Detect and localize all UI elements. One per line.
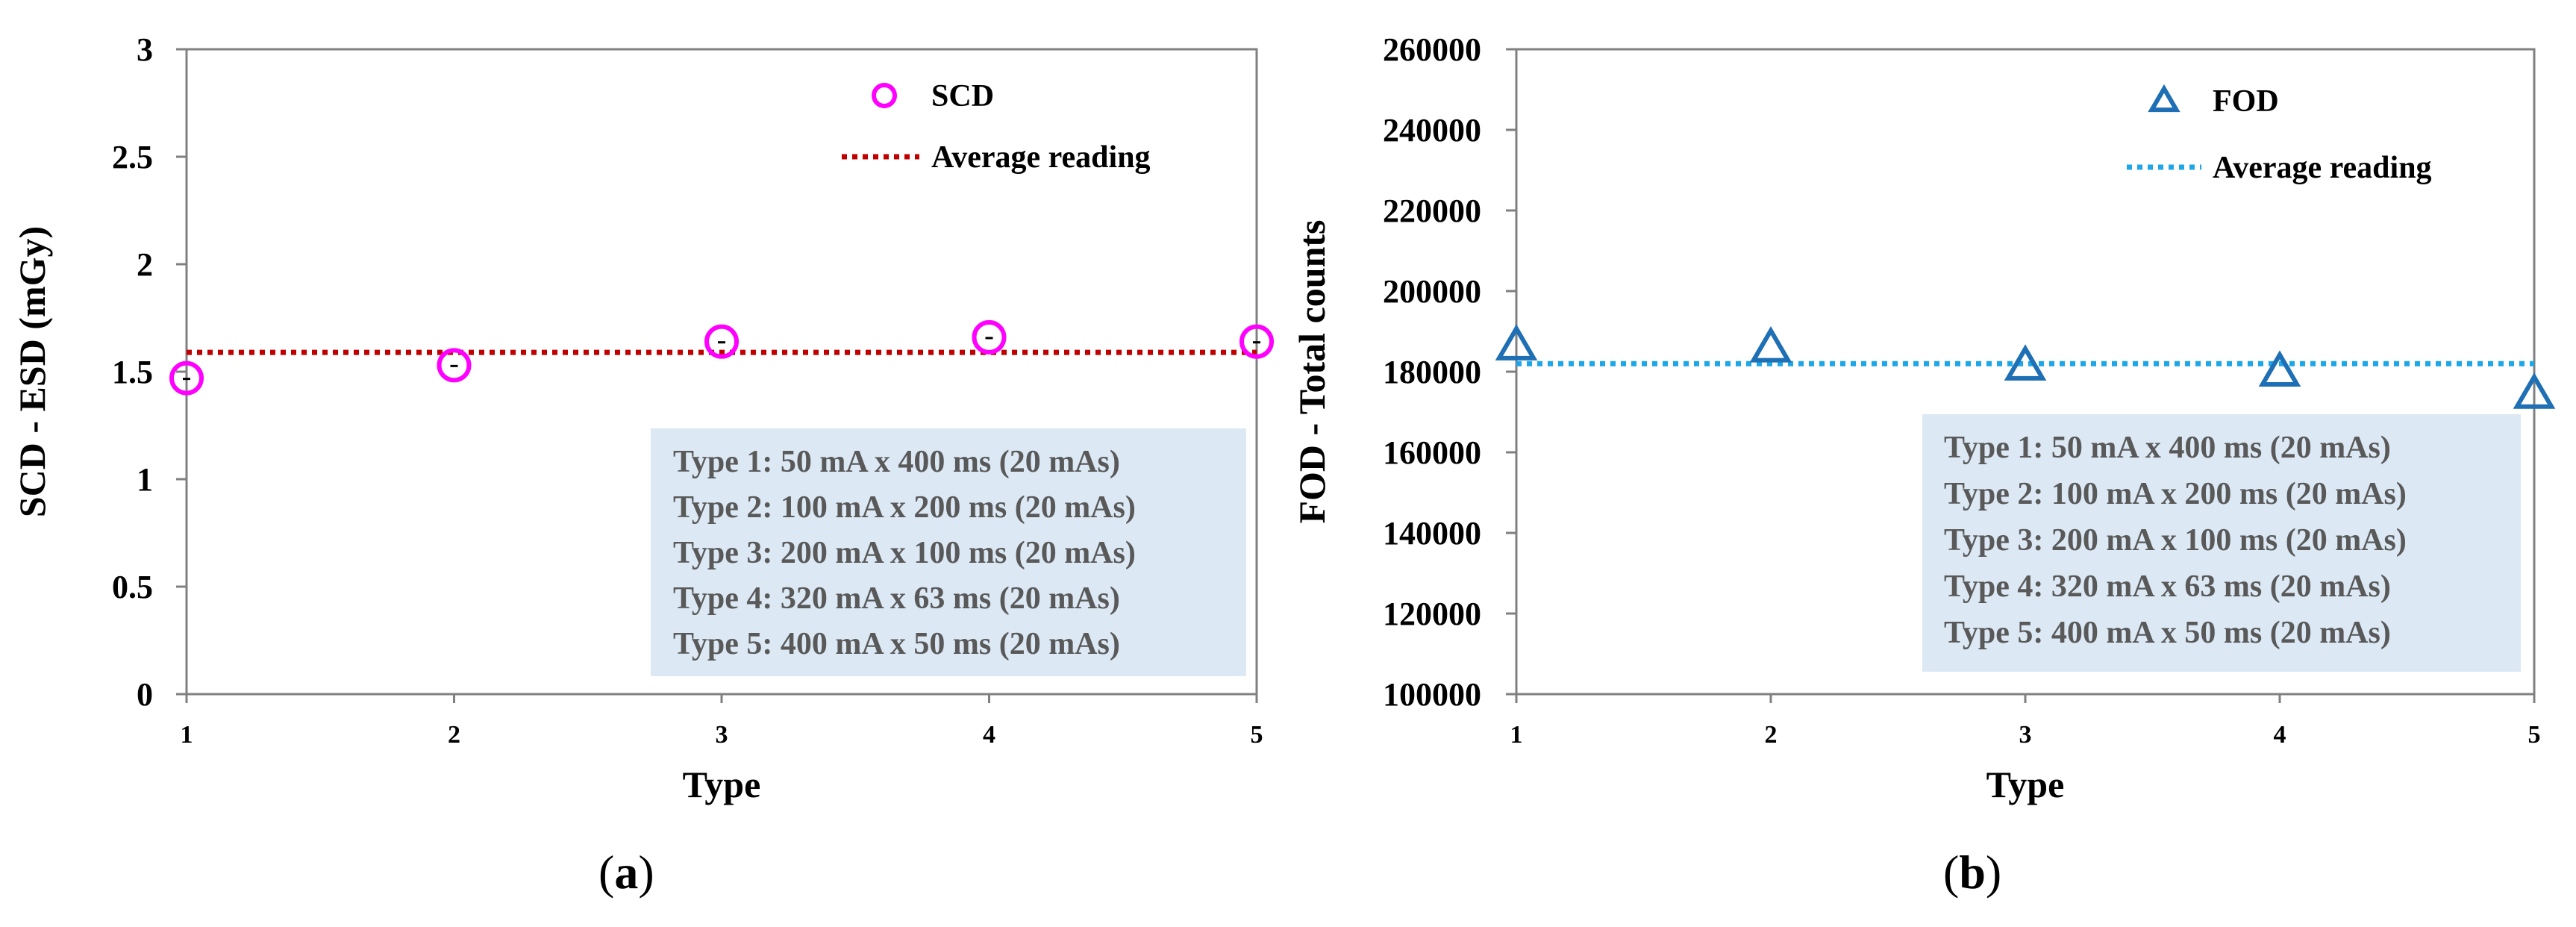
- chart-b-legend-marker: [2148, 84, 2180, 113]
- chart-b-y-tick-label: 160000: [1383, 434, 1481, 471]
- chart-a-data-point: [437, 348, 472, 383]
- chart-a-y-tick-label: 1.5: [112, 354, 153, 390]
- chart-a-x-tick-label: 2: [448, 721, 460, 749]
- panel-a-label: (a): [598, 846, 654, 899]
- chart-b-annotation-box: [1922, 414, 2521, 672]
- chart-a-annotation-line: Type 4: 320 mA x 63 ms (20 mAs): [673, 581, 1120, 616]
- chart-b-y-tick-label: 220000: [1383, 193, 1481, 229]
- chart-b-y-tick-label: 240000: [1383, 112, 1481, 149]
- chart-a-y-axis-title: SCD - ESD (mGy): [11, 226, 53, 517]
- chart-a-y-tick-label: 1: [137, 461, 153, 498]
- chart-b-data-point: [2513, 372, 2556, 409]
- chart-a-annotation-line: Type 1: 50 mA x 400 ms (20 mAs): [673, 445, 1120, 479]
- chart-b-x-tick-label: 1: [1510, 721, 1523, 749]
- chart-a-annotation-line: Type 5: 400 mA x 50 ms (20 mAs): [673, 627, 1120, 661]
- chart-a-x-tick-label: 1: [181, 721, 193, 749]
- chart-b-annotation-line: Type 5: 400 mA x 50 ms (20 mAs): [1944, 616, 2391, 650]
- chart-a-y-tick-label: 0.5: [112, 569, 153, 605]
- chart-a-x-axis-title: Type: [683, 764, 761, 805]
- chart-b-y-tick-label: 100000: [1383, 676, 1481, 713]
- chart-a-legend-marker: [872, 83, 897, 108]
- chart-b-data-point: [2004, 344, 2047, 381]
- chart-b-legend-average-label: Average reading: [2213, 151, 2432, 185]
- chart-a-legend-series-label: SCD: [931, 79, 994, 113]
- chart-b-y-tick-label: 180000: [1383, 354, 1481, 390]
- chart-a-y-tick-label: 0: [137, 676, 153, 713]
- chart-b-data-point: [1495, 324, 1538, 360]
- chart-b-y-tick-label: 120000: [1383, 596, 1481, 632]
- chart-a-annotation-line: Type 2: 100 mA x 200 ms (20 mAs): [673, 490, 1136, 525]
- chart-a-data-point: [704, 324, 739, 359]
- chart-b-annotation-line: Type 3: 200 mA x 100 ms (20 mAs): [1944, 523, 2407, 558]
- chart-b-x-tick-label: 5: [2528, 721, 2541, 749]
- chart-b-y-axis-title: FOD - Total counts: [1291, 219, 1333, 523]
- chart-b-y-tick-label: 140000: [1383, 515, 1481, 552]
- chart-a-data-point: [169, 360, 204, 396]
- chart-b-annotation-line: Type 1: 50 mA x 400 ms (20 mAs): [1944, 431, 2391, 465]
- chart-b-annotation-line: Type 4: 320 mA x 63 ms (20 mAs): [1944, 569, 2391, 604]
- chart-b-x-tick-label: 2: [1765, 721, 1778, 749]
- chart-a-x-tick-label: 3: [716, 721, 728, 749]
- chart-a-x-tick-label: 4: [983, 721, 995, 749]
- panel-b-label: (b): [1943, 846, 2002, 899]
- chart-b-annotation-line: Type 2: 100 mA x 200 ms (20 mAs): [1944, 477, 2407, 511]
- chart-a-y-tick-label: 3: [137, 31, 153, 68]
- chart-b-x-tick-label: 4: [2274, 721, 2286, 749]
- chart-b-y-tick-label: 260000: [1383, 31, 1481, 68]
- chart-b-x-tick-label: 3: [2019, 721, 2032, 749]
- chart-a-y-tick-label: 2.5: [112, 139, 153, 175]
- chart-b-legend-series-label: FOD: [2213, 84, 2279, 119]
- chart-a-x-tick-label: 5: [1251, 721, 1263, 749]
- chart-b-x-axis-title: Type: [1986, 764, 2065, 805]
- chart-a-annotation-box: [651, 428, 1246, 676]
- chart-b-data-point: [1749, 325, 1792, 363]
- chart-a-annotation-line: Type 3: 200 mA x 100 ms (20 mAs): [673, 536, 1136, 570]
- chart-a-legend-average-label: Average reading: [931, 140, 1151, 175]
- chart-a-data-point: [1239, 324, 1274, 359]
- chart-a-y-tick-label: 2: [137, 246, 153, 283]
- chart-a-data-point: [972, 319, 1007, 355]
- chart-b-y-tick-label: 200000: [1383, 273, 1481, 310]
- chart-b-data-point: [2258, 350, 2301, 387]
